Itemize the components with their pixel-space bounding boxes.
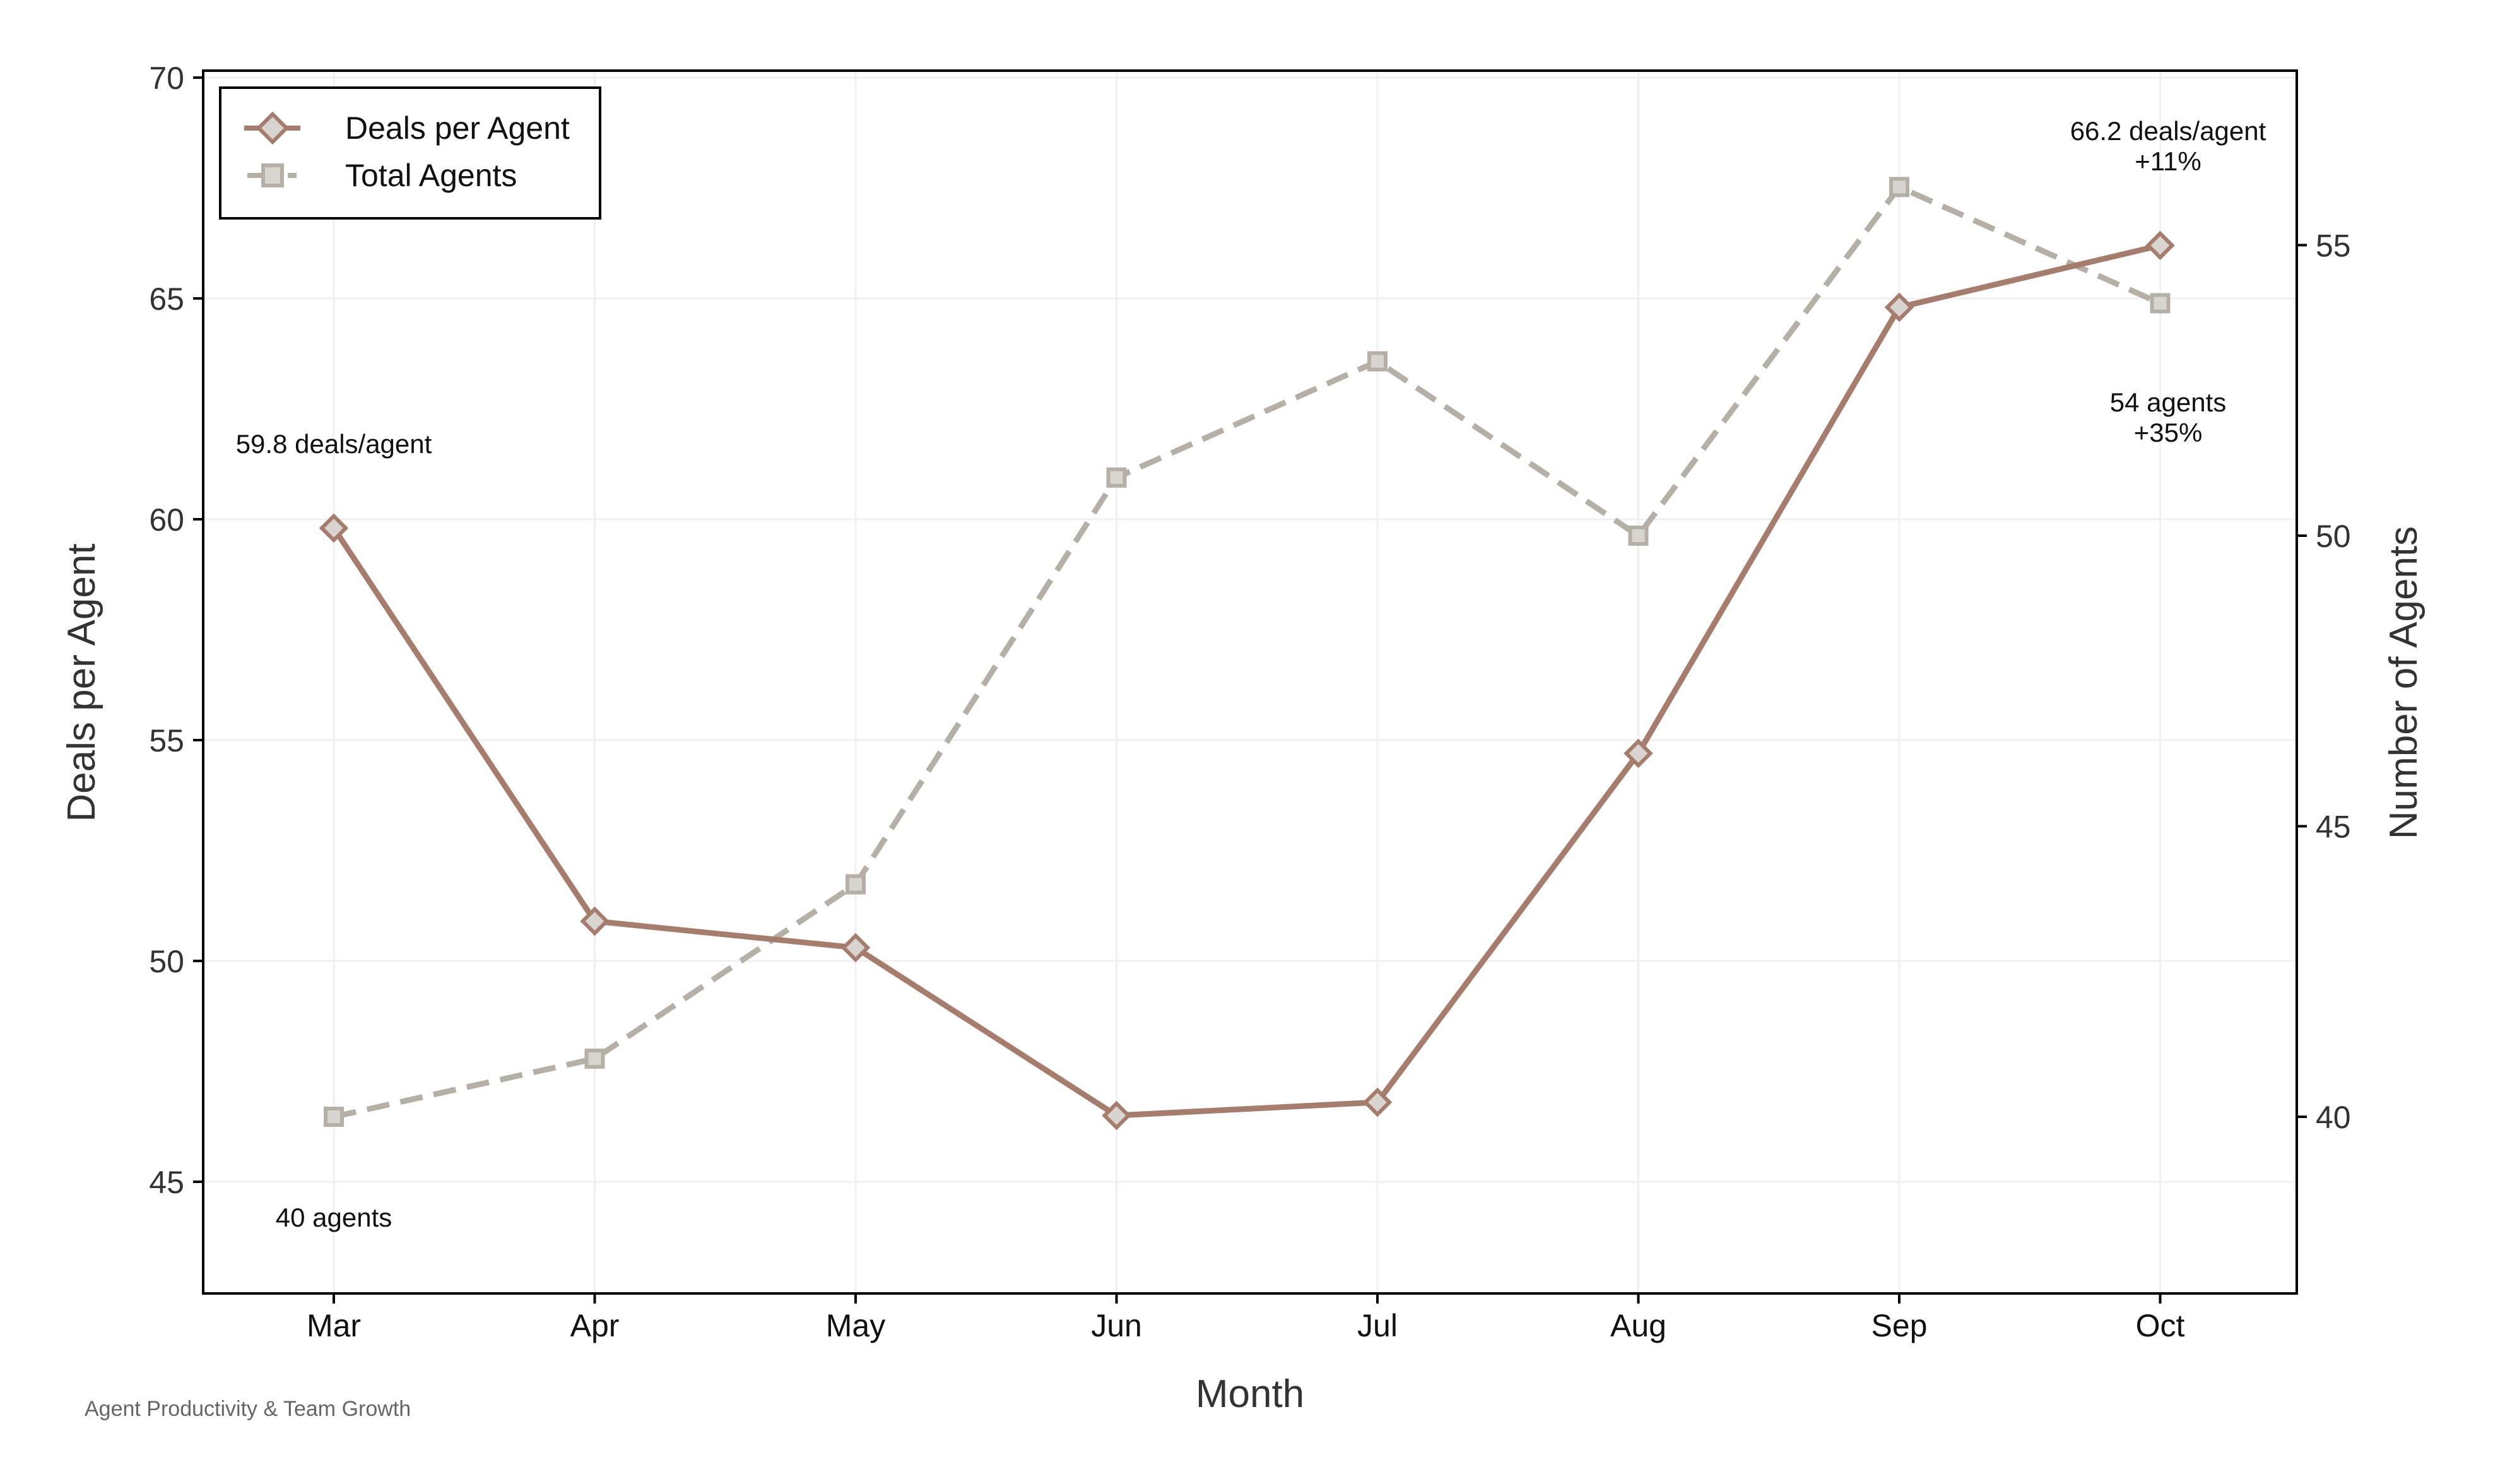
right-y-axis: 40 45 50 55 bbox=[2297, 228, 2351, 1135]
square-marker-icon bbox=[1889, 177, 1909, 197]
chart-caption: Agent Productivity & Team Growth bbox=[85, 1397, 411, 1421]
diamond-marker-icon bbox=[580, 906, 610, 936]
annotation-start-deals: 59.8 deals/agent bbox=[236, 429, 432, 459]
legend-item-deals: Deals per Agent bbox=[244, 110, 570, 146]
diamond-marker-icon bbox=[256, 111, 290, 145]
annotation-end-agents: 54 agents bbox=[2110, 387, 2227, 417]
left-y-tick-label: 50 bbox=[149, 944, 184, 979]
square-marker-icon bbox=[2150, 293, 2171, 314]
square-marker-icon bbox=[261, 163, 284, 187]
svg-text:Total Agents: Total Agents bbox=[345, 158, 517, 193]
left-y-tick-label: 55 bbox=[149, 723, 184, 758]
x-tick-label: Sep bbox=[1871, 1308, 1928, 1343]
left-y-tick-label: 70 bbox=[149, 61, 184, 96]
x-tick-label: Aug bbox=[1610, 1308, 1666, 1343]
annotation-end-deals: 66.2 deals/agent bbox=[2070, 116, 2266, 146]
right-y-tick-label: 40 bbox=[2316, 1100, 2351, 1135]
x-tick-label: Mar bbox=[307, 1308, 361, 1343]
left-y-axis-title: Deals per Agent bbox=[60, 543, 103, 822]
diamond-marker-icon bbox=[319, 513, 349, 543]
x-tick-label: Apr bbox=[570, 1308, 620, 1343]
square-marker-icon bbox=[1367, 351, 1388, 372]
right-y-tick-label: 50 bbox=[2316, 519, 2351, 554]
svg-text:Deals per Agent: Deals per Agent bbox=[345, 110, 570, 146]
diamond-marker-icon bbox=[840, 933, 871, 963]
annotation-end-deals-change: +11% bbox=[2135, 146, 2201, 176]
plot-frame bbox=[202, 69, 2298, 1295]
square-marker-icon bbox=[1628, 526, 1649, 546]
series-total-agents bbox=[324, 177, 2171, 1127]
annotation-start-agents: 40 agents bbox=[276, 1203, 392, 1232]
diamond-marker-icon bbox=[1102, 1100, 1131, 1131]
total-agents-line bbox=[333, 183, 2162, 1120]
right-y-tick-label: 55 bbox=[2316, 228, 2351, 264]
diamond-marker-icon bbox=[1624, 738, 1653, 768]
x-axis-title: Month bbox=[1196, 1372, 1304, 1416]
x-tick-label: Jul bbox=[1357, 1308, 1398, 1343]
left-y-axis: 45 50 55 60 65 70 bbox=[149, 61, 203, 1200]
x-axis: Mar Apr May Jun Jul Aug Sep Oct bbox=[307, 1293, 2185, 1343]
annotation-end-agents-change: +35% bbox=[2134, 418, 2203, 447]
legend: Deals per Agent Total Agents bbox=[219, 86, 601, 220]
right-y-axis-title: Number of Agents bbox=[2382, 526, 2425, 839]
diamond-marker-icon bbox=[1362, 1087, 1393, 1117]
x-tick-label: Jun bbox=[1091, 1308, 1142, 1343]
series-deals-per-agent bbox=[319, 230, 2175, 1131]
square-marker-icon bbox=[584, 1048, 605, 1069]
legend-box bbox=[219, 86, 601, 220]
diamond-marker-icon bbox=[2145, 230, 2175, 261]
left-y-tick-label: 60 bbox=[149, 502, 184, 538]
deals-per-agent-line bbox=[331, 242, 2161, 1119]
left-y-tick-label: 65 bbox=[149, 281, 184, 317]
x-tick-label: Oct bbox=[2136, 1308, 2185, 1343]
square-marker-icon bbox=[1106, 467, 1127, 488]
left-y-tick-label: 45 bbox=[149, 1165, 184, 1200]
right-y-tick-label: 45 bbox=[2316, 810, 2351, 845]
square-marker-icon bbox=[846, 874, 866, 895]
legend-item-agents: Total Agents bbox=[247, 158, 517, 193]
square-marker-icon bbox=[324, 1107, 344, 1127]
x-tick-label: May bbox=[826, 1308, 885, 1343]
diamond-marker-icon bbox=[1884, 292, 1914, 322]
